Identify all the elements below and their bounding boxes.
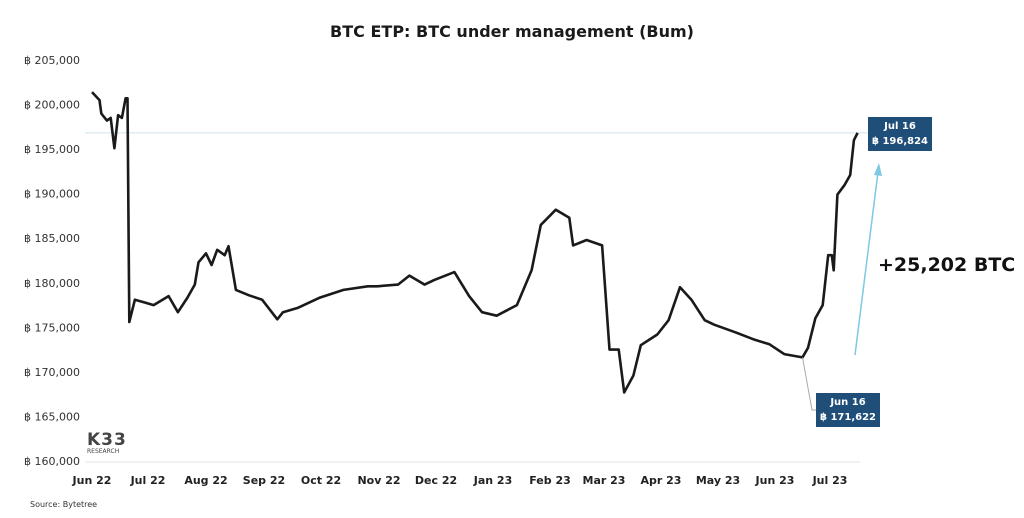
y-tick-label: ฿ 200,000 (24, 99, 80, 112)
x-tick-label: Jun 23 (755, 474, 795, 487)
x-tick-label: Jul 23 (812, 474, 848, 487)
annotation-start-value: ฿ 171,622 (820, 412, 876, 423)
x-tick-label: Jan 23 (473, 474, 512, 487)
change-annotation: +25,202 BTC (878, 254, 1016, 276)
x-tick-label: Jul 22 (130, 474, 166, 487)
source-note: Source: Bytetree (30, 500, 98, 509)
annotation-start: Jun 16 ฿ 171,622 (816, 393, 880, 427)
y-tick-label: ฿ 190,000 (24, 188, 80, 201)
x-tick-label: Oct 22 (301, 474, 341, 487)
y-tick-label: ฿ 195,000 (24, 143, 80, 156)
annotation-end-date: Jul 16 (884, 121, 916, 132)
x-tick-label: Aug 22 (184, 474, 227, 487)
x-tick-label: Sep 22 (243, 474, 285, 487)
x-tick-label: Nov 22 (357, 474, 400, 487)
logo-main: K33 (87, 430, 127, 450)
x-tick-label: Dec 22 (415, 474, 457, 487)
chart-title: BTC ETP: BTC under management (Bum) (330, 22, 694, 41)
x-tick-label: May 23 (696, 474, 740, 487)
x-tick-label: Feb 23 (529, 474, 571, 487)
x-tick-label: Mar 23 (583, 474, 626, 487)
y-tick-label: ฿ 160,000 (24, 455, 80, 468)
arrow-head-icon (874, 163, 882, 176)
annotation-end: Jul 16 ฿ 196,824 (868, 117, 932, 151)
y-tick-label: ฿ 165,000 (24, 410, 80, 423)
logo-sub: RESEARCH (87, 448, 120, 455)
annotation-start-date: Jun 16 (830, 397, 866, 408)
y-tick-label: ฿ 175,000 (24, 321, 80, 334)
series-line (91, 91, 859, 394)
y-tick-label: ฿ 180,000 (24, 277, 80, 290)
y-tick-label: ฿ 170,000 (24, 366, 80, 379)
annotation-end-value: ฿ 196,824 (872, 136, 928, 147)
y-tick-label: ฿ 185,000 (24, 232, 80, 245)
k33-logo: K33 RESEARCH (87, 430, 127, 456)
x-tick-label: Apr 23 (641, 474, 682, 487)
annotation-connector (802, 357, 816, 411)
x-tick-label: Jun 22 (72, 474, 112, 487)
y-tick-label: ฿ 205,000 (24, 54, 80, 67)
change-arrow (854, 171, 879, 356)
